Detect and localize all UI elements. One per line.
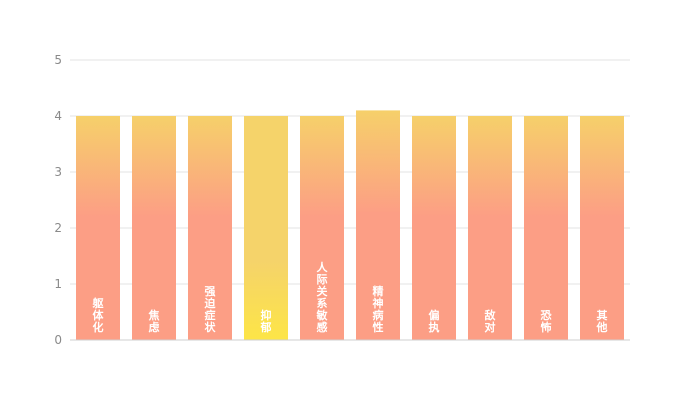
bar-4[interactable]: [244, 116, 288, 340]
y-tick-label: 5: [54, 53, 62, 67]
bar-6[interactable]: [356, 110, 400, 341]
bar-label-1: 躯体化: [92, 296, 105, 334]
bar-label-7: 偏执: [429, 308, 440, 334]
bar-1[interactable]: [76, 116, 120, 340]
bar-label-5: 人际关系敏感: [316, 260, 329, 334]
bar-label-3: 强迫症状: [204, 285, 217, 334]
y-tick-label: 1: [54, 277, 62, 291]
y-axis-tick-labels: 0 1 2 3 4 5: [54, 53, 62, 347]
bar-label-4: 抑郁: [260, 308, 272, 334]
bar-5[interactable]: [300, 116, 344, 340]
bar-9[interactable]: [524, 116, 568, 340]
bars: [76, 110, 624, 341]
bar-7[interactable]: [412, 116, 456, 340]
y-tick-label: 3: [54, 165, 62, 179]
y-tick-label: 4: [54, 109, 62, 123]
y-tick-label: 2: [54, 221, 62, 235]
y-tick-label: 0: [54, 333, 62, 347]
bar-label-8: 敌对: [485, 308, 496, 334]
bar-8[interactable]: [468, 116, 512, 340]
bar-label-2: 焦虑: [148, 308, 160, 334]
bar-labels: 躯体化 焦虑 强迫症状 抑郁 人际关系敏感 精神病性 偏执 敌对 恐怖 其他: [92, 260, 608, 334]
bar-label-6: 精神病性: [373, 284, 384, 334]
bar-label-10: 其他: [596, 308, 608, 334]
bar-10[interactable]: [580, 116, 624, 340]
bar-label-9: 恐怖: [541, 309, 552, 334]
bar-3[interactable]: [188, 116, 232, 340]
bar-2[interactable]: [132, 116, 176, 340]
